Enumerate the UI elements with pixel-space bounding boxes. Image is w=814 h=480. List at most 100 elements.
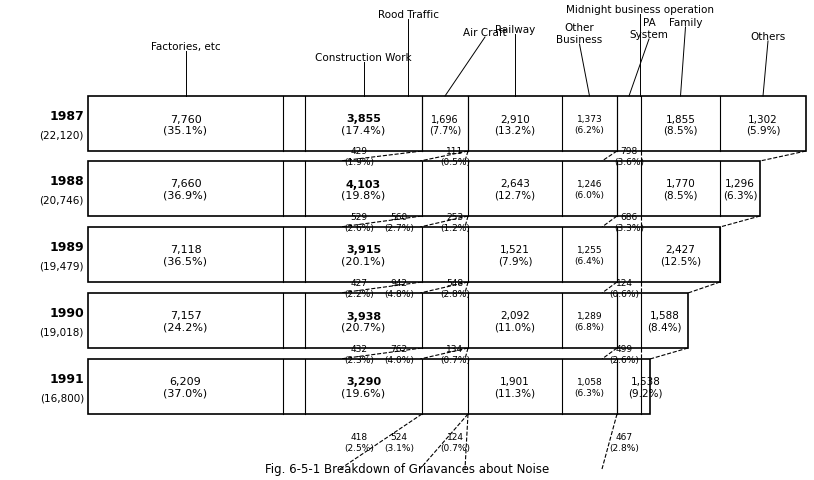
Text: 1,770: 1,770: [666, 179, 695, 189]
Text: 7,760: 7,760: [169, 114, 201, 124]
Text: 1,538: 1,538: [631, 377, 660, 387]
Text: 3,915: 3,915: [346, 245, 381, 255]
Text: 3,290: 3,290: [346, 377, 381, 387]
Text: 124: 124: [615, 278, 632, 288]
Text: (11.0%): (11.0%): [494, 322, 536, 332]
Text: 7,118: 7,118: [169, 245, 201, 255]
Text: (6.8%): (6.8%): [575, 323, 605, 331]
Text: 2,427: 2,427: [666, 245, 695, 255]
Text: (1.9%): (1.9%): [344, 158, 374, 167]
Text: 253: 253: [446, 213, 463, 222]
Text: 1,302: 1,302: [748, 114, 778, 124]
Text: 1,855: 1,855: [666, 114, 695, 124]
Text: (2.6%): (2.6%): [344, 224, 374, 232]
Text: (2.5%): (2.5%): [344, 444, 374, 453]
Text: (24.2%): (24.2%): [164, 322, 208, 332]
Text: (0.5%): (0.5%): [440, 158, 470, 167]
Text: 1989: 1989: [50, 240, 84, 253]
Text: (2.7%): (2.7%): [384, 224, 414, 232]
Text: 429: 429: [351, 147, 367, 156]
Text: (16,800): (16,800): [40, 393, 84, 403]
Bar: [88, 97, 806, 152]
Text: (6.3%): (6.3%): [723, 190, 757, 200]
Text: 432: 432: [351, 344, 367, 353]
Text: (19.6%): (19.6%): [341, 388, 386, 397]
Text: 1990: 1990: [50, 306, 84, 319]
Text: (6.2%): (6.2%): [575, 126, 605, 135]
Text: 548: 548: [446, 278, 463, 288]
Text: 529: 529: [351, 213, 368, 222]
Text: 1,901: 1,901: [500, 377, 530, 387]
Text: Factories, etc: Factories, etc: [151, 42, 221, 52]
Bar: [88, 359, 650, 414]
Text: (3.3%): (3.3%): [614, 224, 644, 232]
Text: (4.0%): (4.0%): [384, 355, 414, 364]
Text: (17.4%): (17.4%): [341, 125, 386, 135]
Text: Construction Work: Construction Work: [315, 53, 412, 63]
Text: (20.1%): (20.1%): [341, 256, 386, 266]
Text: (2.6%): (2.6%): [609, 355, 639, 364]
Text: (3.6%): (3.6%): [614, 158, 644, 167]
Text: (20.7%): (20.7%): [341, 322, 386, 332]
Text: 1,588: 1,588: [650, 311, 680, 321]
Text: (12.5%): (12.5%): [660, 256, 701, 266]
Bar: [88, 293, 688, 348]
Text: (19,479): (19,479): [40, 261, 84, 271]
Text: (2.3%): (2.3%): [344, 355, 374, 364]
Text: (9.2%): (9.2%): [628, 388, 663, 397]
Text: 124: 124: [447, 432, 463, 442]
Text: Others: Others: [751, 32, 786, 42]
Text: 1,289: 1,289: [576, 312, 602, 320]
Text: PA
System: PA System: [629, 18, 668, 40]
Text: 560: 560: [391, 213, 408, 222]
Bar: [88, 228, 720, 282]
Text: (6.4%): (6.4%): [575, 256, 605, 265]
Text: (8.5%): (8.5%): [663, 125, 698, 135]
Text: (2.8%): (2.8%): [440, 289, 470, 299]
Text: (7.9%): (7.9%): [497, 256, 532, 266]
Text: 134: 134: [446, 344, 463, 353]
Text: Air Craft: Air Craft: [463, 28, 507, 38]
Text: 524: 524: [391, 432, 408, 442]
Text: Railway: Railway: [495, 25, 535, 35]
Text: (20,746): (20,746): [40, 195, 84, 205]
Text: 6,209: 6,209: [169, 377, 201, 387]
Text: (19,018): (19,018): [40, 327, 84, 337]
Text: (2.2%): (2.2%): [344, 289, 374, 299]
Text: 1987: 1987: [50, 109, 84, 122]
Text: 1,373: 1,373: [576, 115, 602, 124]
Text: 7,157: 7,157: [169, 311, 201, 321]
Text: Fig. 6-5-1 Breakdown of Griavances about Noise: Fig. 6-5-1 Breakdown of Griavances about…: [265, 463, 549, 476]
Text: 418: 418: [351, 432, 368, 442]
Text: Family: Family: [669, 18, 702, 28]
Text: 1,296: 1,296: [725, 179, 755, 189]
Text: 798: 798: [620, 147, 637, 156]
Text: Midnight business operation: Midnight business operation: [566, 5, 714, 15]
Text: (22,120): (22,120): [40, 130, 84, 140]
Text: 3,855: 3,855: [346, 114, 381, 124]
Text: 4,103: 4,103: [346, 179, 381, 189]
Text: (0.7%): (0.7%): [440, 355, 470, 364]
Text: (1.2%): (1.2%): [440, 224, 470, 232]
Text: 1,521: 1,521: [500, 245, 530, 255]
Text: 1,246: 1,246: [577, 180, 602, 189]
Text: (6.0%): (6.0%): [575, 191, 605, 200]
Bar: [88, 162, 760, 216]
Text: (35.1%): (35.1%): [164, 125, 208, 135]
Text: (13.2%): (13.2%): [494, 125, 536, 135]
Text: 686: 686: [620, 213, 637, 222]
Text: (0.7%): (0.7%): [440, 444, 470, 453]
Text: (37.0%): (37.0%): [164, 388, 208, 397]
Text: (7.7%): (7.7%): [429, 125, 461, 135]
Text: 467: 467: [615, 432, 632, 442]
Text: (4.8%): (4.8%): [384, 289, 414, 299]
Text: 1,696: 1,696: [431, 114, 459, 124]
Text: 2,910: 2,910: [500, 114, 530, 124]
Text: 1991: 1991: [50, 372, 84, 385]
Text: (36.5%): (36.5%): [164, 256, 208, 266]
Text: 1988: 1988: [50, 174, 84, 187]
Text: 111: 111: [446, 147, 464, 156]
Text: (36.9%): (36.9%): [164, 190, 208, 200]
Text: Rood Traffic: Rood Traffic: [378, 10, 439, 20]
Text: (12.7%): (12.7%): [494, 190, 536, 200]
